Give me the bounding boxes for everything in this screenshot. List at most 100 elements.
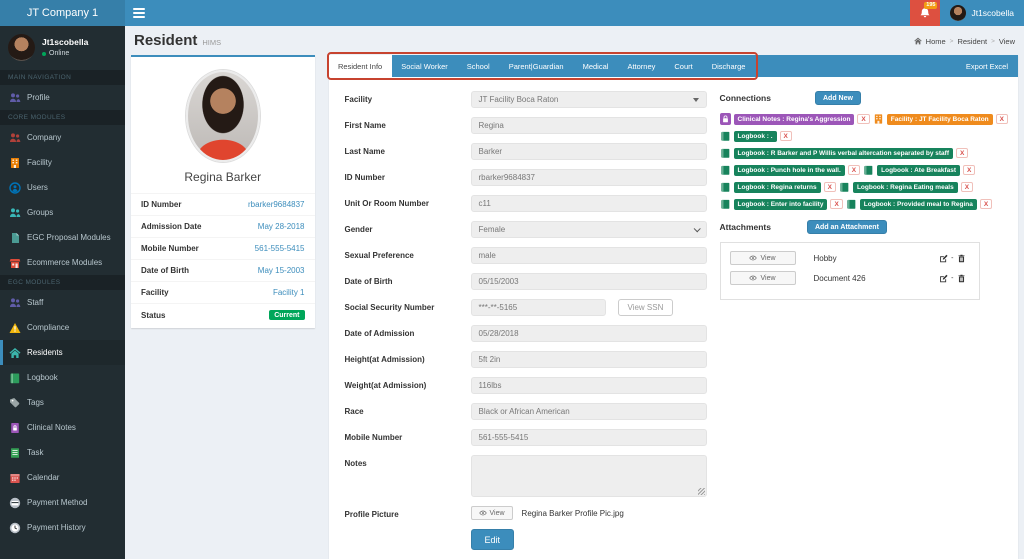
summary-value-link[interactable]: May 28-2018 <box>257 222 305 231</box>
caret-down-icon <box>692 97 699 102</box>
remove-tag-button[interactable]: X <box>960 182 974 192</box>
sidebar-item-payment-method[interactable]: Payment Method <box>0 490 125 515</box>
sidebar-item-users[interactable]: Users <box>0 175 125 200</box>
ssn-field[interactable]: ***-**-5165 <box>470 299 606 316</box>
attachment-name: Document 426 <box>813 273 866 283</box>
sidebar-item-staff[interactable]: Staff <box>0 290 125 315</box>
sidebar-item-groups[interactable]: Groups <box>0 200 125 225</box>
tab-discharge[interactable]: Discharge <box>711 61 746 71</box>
tab-social-worker[interactable]: Social Worker <box>401 61 448 71</box>
book-icon <box>846 198 857 210</box>
remove-tag-button[interactable]: X <box>847 165 861 175</box>
sidebar-item-profile[interactable]: Profile <box>0 85 125 110</box>
attachments-title: Attachments <box>719 222 771 232</box>
sidebar-item-compliance[interactable]: Compliance <box>0 315 125 340</box>
summary-value-link[interactable]: May 15-2003 <box>257 266 305 275</box>
book-icon <box>720 198 731 210</box>
connection-tag[interactable]: Logbook : Punch hole in the wall. <box>733 164 845 176</box>
connection-tag[interactable]: Clinical Notes : Regina's Aggression <box>733 113 855 125</box>
credit-card-icon <box>9 497 21 509</box>
connection-tag[interactable]: Facility : JT Facility Boca Raton <box>886 113 993 125</box>
notes-textarea[interactable] <box>470 455 707 497</box>
tab-resident-info[interactable]: Resident Info <box>328 55 392 77</box>
sexual-preference-field[interactable]: male <box>470 247 707 264</box>
delete-attachment-icon[interactable] <box>957 254 966 263</box>
store-icon <box>9 257 21 269</box>
id-number-field[interactable]: rbarker9684837 <box>470 169 707 186</box>
add-connection-button[interactable]: Add New <box>814 91 861 105</box>
connection-tag[interactable]: Logbook : R Barker and P Willis verbal a… <box>733 147 953 159</box>
user-menu[interactable]: Jt1scobella <box>940 5 1024 21</box>
unit-room-field[interactable]: c11 <box>470 195 707 212</box>
sidebar-item-company[interactable]: Company <box>0 125 125 150</box>
brand-logo[interactable]: JT Company 1 <box>0 0 125 26</box>
connection-tag[interactable]: Logbook : Regina Eating meals <box>852 181 958 193</box>
sidebar-item-residents[interactable]: Residents <box>0 340 125 365</box>
facility-select[interactable]: JT Facility Boca Raton <box>470 91 707 108</box>
sidebar-toggle-button[interactable] <box>125 0 153 26</box>
breadcrumb-view[interactable]: View <box>998 36 1015 46</box>
field-label: ID Number <box>344 172 385 182</box>
remove-tag-button[interactable]: X <box>823 182 836 192</box>
view-profile-picture-button[interactable]: View <box>470 506 513 520</box>
tab-medical[interactable]: Medical <box>582 61 609 71</box>
company-icon <box>9 132 21 144</box>
summary-value-link[interactable]: Facility 1 <box>272 288 305 297</box>
sidebar-item-ecommerce-modules[interactable]: Ecommerce Modules <box>0 250 125 275</box>
sidebar: Jt1scobella Online MAIN NAVIGATION Profi… <box>0 26 125 559</box>
add-attachment-button[interactable]: Add an Attachment <box>806 220 887 234</box>
sidebar-item-payment-history[interactable]: Payment History <box>0 515 125 540</box>
weight-field[interactable]: 116lbs <box>470 377 707 394</box>
delete-attachment-icon[interactable] <box>957 274 966 283</box>
height-field[interactable]: 5ft 2in <box>470 351 707 368</box>
connection-tag[interactable]: Logbook : Ate Breakfast <box>877 164 961 176</box>
gender-select[interactable]: Female <box>470 221 707 238</box>
date-of-admission-field[interactable]: 05/28/2018 <box>470 325 707 342</box>
view-attachment-button[interactable]: View <box>729 251 796 265</box>
last-name-field[interactable]: Barker <box>470 143 707 160</box>
summary-value-link[interactable]: 561-555-5415 <box>254 244 305 253</box>
remove-tag-button[interactable]: X <box>979 199 993 209</box>
tab-attorney[interactable]: Attorney <box>627 61 656 71</box>
sidebar-item-logbook[interactable]: Logbook <box>0 365 125 390</box>
remove-tag-button[interactable]: X <box>857 114 870 124</box>
sidebar-item-tags[interactable]: Tags <box>0 390 125 415</box>
connection-tag[interactable]: Logbook : Provided meal to Regina <box>859 198 977 210</box>
sidebar-user-panel: Jt1scobella Online <box>0 26 125 70</box>
sidebar-item-task[interactable]: Task <box>0 440 125 465</box>
view-ssn-button[interactable]: View SSN <box>617 299 674 316</box>
connection-tag[interactable]: Logbook : Regina returns <box>733 181 821 193</box>
edit-attachment-icon[interactable] <box>939 254 948 263</box>
remove-tag-button[interactable]: X <box>995 114 1008 124</box>
mobile-number-field[interactable]: 561-555-5415 <box>470 429 707 446</box>
breadcrumb-resident[interactable]: Resident <box>957 36 988 46</box>
sidebar-item-calendar[interactable]: Calendar <box>0 465 125 490</box>
sidebar-item-label: EGC Proposal Modules <box>27 233 111 242</box>
tags-icon <box>9 397 21 409</box>
tab-court[interactable]: Court <box>674 61 693 71</box>
sidebar-item-egc-proposal-modules[interactable]: EGC Proposal Modules <box>0 225 125 250</box>
remove-tag-button[interactable]: X <box>956 148 969 158</box>
tab-parent-guardian[interactable]: Parent|Guardian <box>508 61 564 71</box>
breadcrumb-home[interactable]: Home <box>925 36 946 46</box>
view-attachment-button[interactable]: View <box>729 271 796 285</box>
sidebar-item-label: Clinical Notes <box>27 423 76 432</box>
sidebar-item-clinical-notes[interactable]: Clinical Notes <box>0 415 125 440</box>
connection-tag[interactable]: Logbook : . <box>733 130 777 142</box>
export-excel-button[interactable]: Export Excel <box>965 61 1008 71</box>
sidebar-item-facility[interactable]: Facility <box>0 150 125 175</box>
remove-tag-button[interactable]: X <box>830 199 843 209</box>
profile-picture-filename: Regina Barker Profile Pic.jpg <box>521 508 624 518</box>
remove-tag-button[interactable]: X <box>963 165 976 175</box>
first-name-field[interactable]: Regina <box>470 117 707 134</box>
home-icon <box>914 37 922 45</box>
remove-tag-button[interactable]: X <box>779 131 792 141</box>
date-of-birth-field[interactable]: 05/15/2003 <box>470 273 707 290</box>
tab-school[interactable]: School <box>466 61 490 71</box>
edit-button[interactable]: Edit <box>470 529 515 550</box>
connection-tag[interactable]: Logbook : Enter into facility <box>733 198 828 210</box>
notifications-button[interactable]: 195 <box>910 0 941 26</box>
race-field[interactable]: Black or African American <box>470 403 707 420</box>
edit-attachment-icon[interactable] <box>939 274 948 283</box>
summary-value-link[interactable]: rbarker9684837 <box>248 200 305 209</box>
